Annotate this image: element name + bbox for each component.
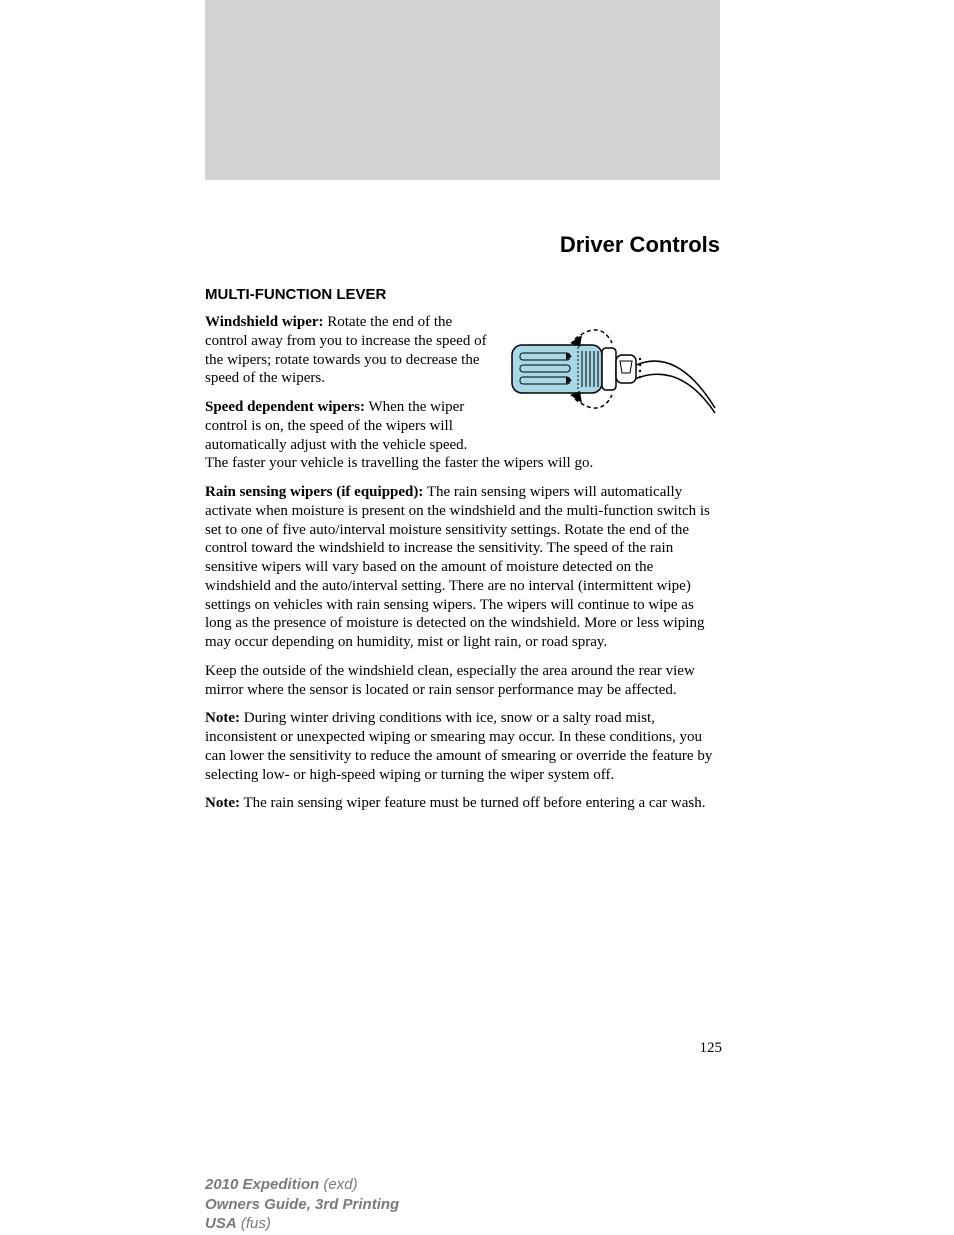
para3-bold: Rain sensing wipers (if equipped): bbox=[205, 484, 423, 500]
para2-bold: Speed dependent wipers: bbox=[205, 399, 365, 415]
para6-text: The rain sensing wiper feature must be t… bbox=[240, 795, 706, 811]
footer-line3-bold: USA bbox=[205, 1215, 237, 1232]
para4-text: Keep the outside of the windshield clean… bbox=[205, 663, 695, 698]
footer-line1: 2010 Expedition (exd) bbox=[205, 1175, 399, 1195]
header-gray-box bbox=[205, 0, 720, 180]
para6-bold: Note: bbox=[205, 795, 240, 811]
para5-bold: Note: bbox=[205, 710, 240, 726]
footer-line1-bold: 2010 Expedition bbox=[205, 1176, 319, 1193]
footer-line2-bold: Owners Guide, 3rd Printing bbox=[205, 1196, 399, 1213]
page-content: Driver Controls MULTI-FUNCTION LEVER bbox=[205, 232, 720, 823]
para3-text: The rain sensing wipers will automatical… bbox=[205, 484, 710, 650]
para-note-carwash: Note: The rain sensing wiper feature mus… bbox=[205, 794, 720, 813]
section-heading: MULTI-FUNCTION LEVER bbox=[205, 286, 720, 303]
footer-line3-italic: (fus) bbox=[237, 1215, 271, 1232]
footer-line1-italic: (exd) bbox=[319, 1176, 357, 1193]
para-note-winter: Note: During winter driving conditions w… bbox=[205, 709, 720, 784]
page-number: 125 bbox=[700, 1040, 723, 1057]
footer: 2010 Expedition (exd) Owners Guide, 3rd … bbox=[205, 1175, 399, 1234]
chapter-title: Driver Controls bbox=[205, 232, 720, 258]
lever-illustration bbox=[500, 313, 720, 433]
footer-line2: Owners Guide, 3rd Printing bbox=[205, 1195, 399, 1215]
para-rain-sensing: Rain sensing wipers (if equipped): The r… bbox=[205, 483, 720, 652]
para5-text: During winter driving conditions with ic… bbox=[205, 710, 712, 782]
para1-bold: Windshield wiper: bbox=[205, 314, 324, 330]
para-keep-clean: Keep the outside of the windshield clean… bbox=[205, 662, 720, 700]
footer-line3: USA (fus) bbox=[205, 1214, 399, 1234]
